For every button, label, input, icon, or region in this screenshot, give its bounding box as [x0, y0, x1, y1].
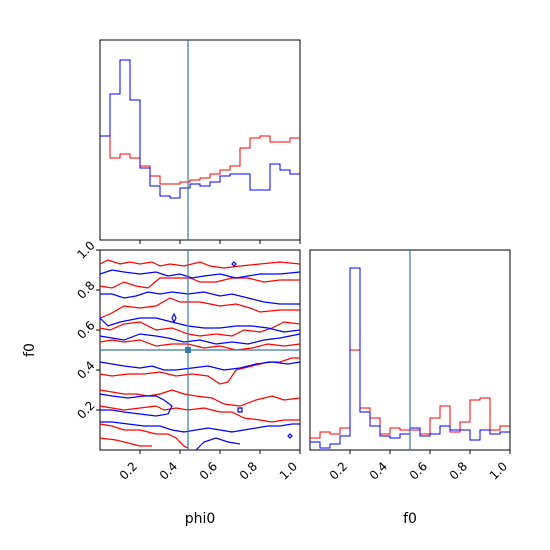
contour-yticks: 0.2 0.4 0.6 0.8 1.0 — [74, 238, 100, 422]
hist-f0-panel: 0.2 0.4 0.6 0.8 1.0 — [309, 249, 511, 483]
contour-ytick-label: 1.0 — [74, 238, 97, 261]
hist-phi0-frame — [99, 39, 301, 241]
contour-red-line — [99, 423, 189, 449]
contour-blue-island — [231, 261, 237, 267]
contour-xtick-label: 1.0 — [277, 459, 300, 482]
contour-ytick-label: 0.2 — [74, 398, 97, 421]
contour-red-line — [99, 339, 301, 351]
contour-red-line — [99, 405, 300, 423]
contour-blue-line — [100, 421, 300, 433]
contour-blue-line — [99, 317, 301, 333]
hist-phi0-xticks — [139, 240, 301, 244]
y-axis-label-f0: f0 — [22, 343, 38, 357]
contour-xtick-label: 0.6 — [197, 459, 220, 482]
hist-f0-xtick-label: 0.2 — [327, 459, 350, 482]
contour-truth-marker — [185, 347, 191, 353]
contour-ytick-label: 0.6 — [74, 318, 97, 341]
contour-red-line — [99, 277, 300, 289]
contour-panel: 0.2 0.4 0.6 0.8 1.0 0.2 0.4 0.6 0.8 1.0 — [74, 238, 301, 483]
hist-f0-xtick-label: 1.0 — [487, 459, 510, 482]
contour-blue-island — [287, 433, 293, 439]
contour-blue-line — [99, 269, 301, 279]
hist-f0-xtick-label: 0.8 — [447, 459, 470, 482]
contour-red-line — [99, 437, 152, 447]
hist-f0-xtick-label: 0.4 — [367, 459, 390, 482]
contour-ytick-label: 0.8 — [74, 278, 97, 301]
hist-phi0-panel — [99, 39, 301, 244]
contour-red-line — [99, 259, 301, 269]
contour-blue-island — [171, 312, 177, 324]
hist-phi0-red-series — [100, 135, 300, 185]
x-axis-label-phi0: phi0 — [185, 511, 216, 527]
hist-f0-xticks: 0.2 0.4 0.6 0.8 1.0 — [327, 450, 511, 483]
contour-blue-line — [99, 333, 301, 345]
contour-xticks: 0.2 0.4 0.6 0.8 1.0 — [117, 450, 301, 483]
hist-phi0-blue-series — [100, 59, 300, 199]
contour-xtick-label: 0.8 — [237, 459, 260, 482]
contour-blue-line — [99, 361, 301, 371]
contour-ytick-label: 0.4 — [74, 358, 97, 381]
contour-xtick-label: 0.2 — [117, 459, 140, 482]
x-axis-label-f0: f0 — [403, 511, 417, 527]
contour-xtick-label: 0.4 — [157, 459, 180, 482]
contour-red-line — [99, 321, 301, 337]
contour-blue-line — [99, 393, 173, 417]
contour-blue-island — [237, 407, 243, 413]
hist-f0-xtick-label: 0.6 — [407, 459, 430, 482]
contour-lines — [99, 259, 301, 451]
contour-red-line — [99, 297, 300, 319]
contour-red-line — [99, 389, 301, 407]
hist-phi0-series — [100, 59, 300, 199]
contour-blue-line — [195, 437, 241, 451]
